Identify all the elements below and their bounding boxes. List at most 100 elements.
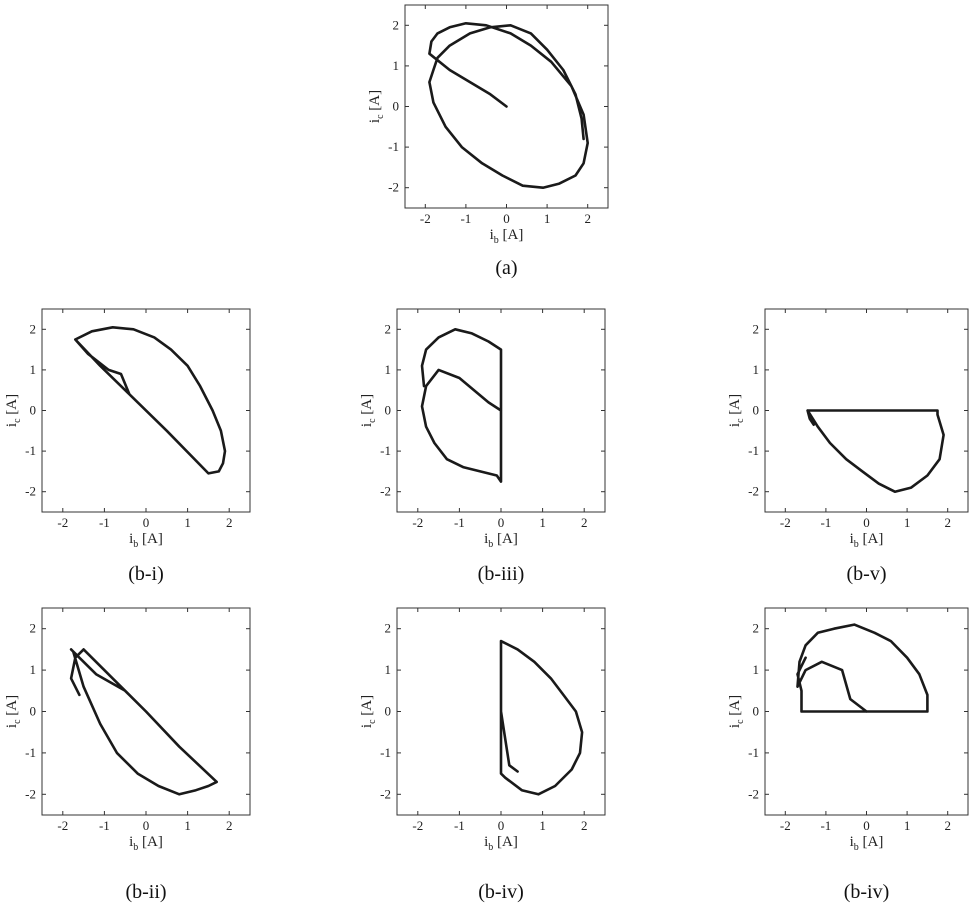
x-tick-label: -2	[57, 515, 68, 530]
current-trajectory-line	[420, 327, 503, 483]
y-tick-label: 0	[385, 704, 392, 719]
y-tick-label: 1	[753, 362, 760, 377]
x-tick-label: 1	[544, 211, 551, 226]
panel-caption: (b-i)	[128, 563, 164, 585]
panel-2: -2 -1 0 1 2 -2 -1 0 1 2 ib [A] ic [A] (b-i)	[4, 308, 251, 585]
x-axis-label: ib [A]	[484, 531, 518, 550]
y-tick-label: 2	[30, 321, 37, 336]
y-tick-label: 1	[30, 362, 37, 377]
panel-caption: (a)	[495, 257, 517, 279]
y-tick-label: -2	[380, 484, 391, 499]
y-tick-label: 1	[385, 662, 392, 677]
x-tick-label: 0	[503, 211, 510, 226]
current-trajectory-line	[428, 21, 590, 189]
y-tick-label: -1	[380, 745, 391, 760]
x-tick-label: -2	[57, 818, 68, 833]
x-tick-label: -1	[820, 818, 831, 833]
y-tick-label: 2	[393, 17, 400, 32]
y-tick-label: -2	[380, 786, 391, 801]
x-tick-label: 0	[863, 515, 870, 530]
y-tick-label: 0	[30, 704, 37, 719]
y-tick-label: 0	[393, 99, 400, 114]
x-tick-label: 2	[581, 818, 588, 833]
y-tick-label: -2	[25, 484, 36, 499]
y-tick-label: 2	[753, 621, 760, 636]
current-trajectory-line	[499, 639, 584, 796]
panel-caption: (b-iv)	[478, 881, 524, 903]
x-tick-label: 0	[498, 515, 505, 530]
x-tick-label: 0	[863, 818, 870, 833]
x-tick-label: 2	[226, 515, 233, 530]
panel-caption: (b-iii)	[478, 563, 525, 585]
y-tick-label: -1	[388, 139, 399, 154]
x-tick-label: 1	[184, 818, 191, 833]
x-tick-label: 1	[184, 515, 191, 530]
x-tick-label: -2	[780, 818, 791, 833]
y-tick-label: -2	[388, 180, 399, 195]
x-tick-label: 2	[944, 818, 951, 833]
y-tick-label: -1	[25, 443, 36, 458]
y-axis-label: ic [A]	[4, 394, 23, 427]
y-tick-label: -2	[25, 786, 36, 801]
panel-7: -2 -1 0 1 2 -2 -1 0 1 2 ib [A] ic [A] (b-iv)	[727, 607, 969, 903]
panel-caption: (b-iv)	[844, 881, 890, 903]
y-tick-label: 2	[385, 321, 392, 336]
y-axis-label: ic [A]	[359, 394, 378, 427]
x-tick-label: 2	[581, 515, 588, 530]
x-tick-label: -1	[454, 818, 465, 833]
x-tick-label: 1	[539, 818, 546, 833]
x-tick-label: -2	[412, 818, 423, 833]
y-tick-label: -1	[748, 443, 759, 458]
x-tick-label: 0	[143, 818, 150, 833]
panel-caption: (b-ii)	[125, 881, 166, 903]
x-tick-label: -1	[820, 515, 831, 530]
x-tick-label: 1	[904, 515, 911, 530]
y-tick-label: 1	[30, 662, 37, 677]
y-tick-label: -2	[748, 484, 759, 499]
x-axis-label: ib [A]	[129, 531, 163, 550]
x-tick-label: -1	[99, 515, 110, 530]
x-tick-label: 0	[498, 818, 505, 833]
panel-6: -2 -1 0 1 2 -2 -1 0 1 2 ib [A] ic [A] (b-iv)	[359, 607, 606, 903]
panel-caption: (b-v)	[847, 563, 887, 585]
x-axis-label: ib [A]	[484, 834, 518, 853]
x-tick-label: 0	[143, 515, 150, 530]
x-tick-label: -1	[454, 515, 465, 530]
x-axis-label: ib [A]	[129, 834, 163, 853]
y-tick-label: -1	[748, 745, 759, 760]
y-axis-label: ic [A]	[359, 695, 378, 728]
x-tick-label: 1	[904, 818, 911, 833]
x-axis-label: ib [A]	[850, 834, 884, 853]
y-tick-label: -2	[748, 786, 759, 801]
y-axis-label: ic [A]	[727, 695, 746, 728]
y-tick-label: 2	[385, 621, 392, 636]
x-axis-label: ib [A]	[850, 531, 884, 550]
y-tick-label: 1	[385, 362, 392, 377]
current-trajectory-line	[806, 409, 945, 494]
y-axis-label: ic [A]	[367, 90, 386, 123]
y-tick-label: -1	[25, 745, 36, 760]
panel-3: -2 -1 0 1 2 -2 -1 0 1 2 ib [A] ic [A] (b-iii)	[359, 308, 606, 585]
current-trajectory-line	[69, 648, 218, 796]
x-tick-label: -2	[420, 211, 431, 226]
y-tick-label: 0	[753, 704, 760, 719]
panel-5: -2 -1 0 1 2 -2 -1 0 1 2 ib [A] ic [A] (b-ii)	[4, 607, 251, 903]
x-tick-label: 2	[584, 211, 591, 226]
x-tick-label: -1	[99, 818, 110, 833]
x-axis-label: ib [A]	[490, 227, 524, 246]
current-trajectory-line	[74, 325, 227, 475]
y-tick-label: 1	[393, 58, 400, 73]
y-tick-label: 0	[30, 403, 37, 418]
current-trajectory-line	[796, 623, 929, 713]
y-tick-label: 1	[753, 662, 760, 677]
y-axis-label: ic [A]	[4, 695, 23, 728]
x-tick-label: -1	[460, 211, 471, 226]
y-axis-label: ic [A]	[727, 394, 746, 427]
y-tick-label: -1	[380, 443, 391, 458]
y-tick-label: 0	[753, 403, 760, 418]
y-tick-label: 2	[753, 321, 760, 336]
y-tick-label: 0	[385, 403, 392, 418]
panel-1: -2 -1 0 1 2 -2 -1 0 1 2 ib [A] ic [A] (a)	[367, 4, 609, 279]
panel-4: -2 -1 0 1 2 -2 -1 0 1 2 ib [A] ic [A] (b-v)	[727, 308, 969, 585]
